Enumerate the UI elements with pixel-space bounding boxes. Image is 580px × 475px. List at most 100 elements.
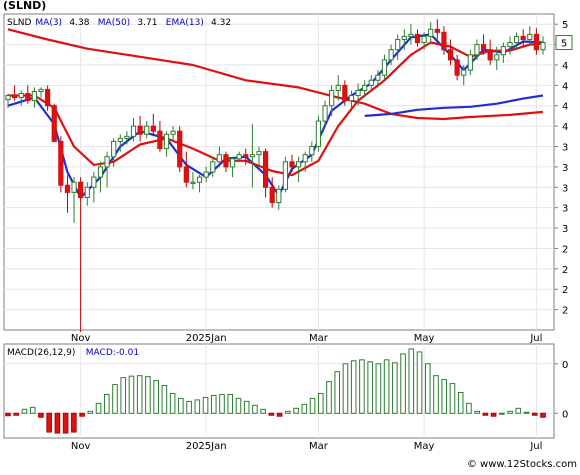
macd-bar — [268, 412, 275, 416]
macd-bar — [260, 408, 266, 414]
macd-bar — [169, 392, 176, 414]
price-candle-body — [381, 59, 388, 76]
price-candle-body — [104, 156, 110, 168]
price-candle-body — [196, 176, 203, 183]
macd-bar — [178, 397, 184, 414]
macd-bar — [112, 384, 118, 414]
macd-bar — [145, 376, 151, 414]
price-y-tick-label: 2 — [562, 285, 568, 296]
price-candle-body — [289, 161, 295, 168]
ticker-title: (SLND) — [3, 0, 46, 12]
price-candle-body — [38, 88, 44, 92]
macd-bar — [326, 381, 332, 414]
macd-bar — [499, 412, 505, 415]
price-legend-entry: EMA(13) — [166, 18, 204, 28]
price-candle-body — [137, 125, 143, 135]
price-legend-entry: MA(50) — [98, 18, 130, 28]
macd-x-tick-label: 2025Jan — [186, 441, 227, 452]
macd-bar — [416, 351, 423, 414]
watermark: © www.12Stocks.com — [467, 459, 577, 470]
price-x-tick-label: Mar — [309, 333, 329, 344]
price-candle-body — [25, 93, 31, 102]
price-candle-body — [513, 35, 520, 44]
price-candle-body — [18, 93, 24, 99]
price-candle-body — [262, 151, 269, 188]
price-candle-body — [256, 151, 262, 156]
price-candle-body — [467, 54, 473, 71]
macd-bar — [243, 400, 250, 414]
macd-bar — [474, 410, 480, 414]
macd-bar — [103, 393, 110, 414]
price-candle-body — [480, 44, 487, 51]
macd-bar — [367, 361, 373, 414]
price-candle-body — [447, 49, 454, 61]
price-candle-body — [190, 181, 196, 184]
macd-bar — [383, 359, 390, 414]
macd-legend: MACD(26,12,9) MACD:-0.01 — [7, 348, 139, 358]
macd-bar — [466, 402, 472, 414]
price-x-tick-label: May — [414, 333, 435, 344]
price-y-tick-label: 5 — [562, 20, 568, 31]
price-candle-body — [388, 49, 394, 61]
macd-bar — [186, 400, 192, 414]
price-candle-body — [117, 137, 123, 142]
price-candle-body — [12, 95, 18, 99]
macd-bar — [531, 412, 538, 416]
macd-bar — [21, 408, 28, 414]
price-candle-body — [170, 130, 176, 135]
price-candle-body — [236, 154, 242, 160]
price-candle-body — [269, 186, 275, 204]
macd-x-tick-label: May — [414, 441, 435, 452]
price-candle-body — [441, 31, 447, 51]
price-y-tick-label: 4 — [562, 102, 568, 113]
macd-bar — [120, 377, 127, 414]
price-legend-entry: 4.32 — [211, 18, 231, 28]
macd-bar — [29, 406, 36, 414]
macd-bar — [71, 412, 77, 433]
price-candle-body — [223, 154, 229, 168]
macd-bar — [227, 393, 234, 414]
macd-bar — [342, 363, 349, 414]
last-price-box — [555, 35, 573, 51]
macd-legend-entry: MACD:-0.01 — [86, 348, 139, 358]
price-y-tick-label: 4 — [562, 122, 568, 133]
price-y-tick-label: 3 — [562, 163, 568, 174]
price-candle-body — [71, 181, 77, 193]
price-candle-body — [177, 130, 183, 168]
price-candle-body — [210, 161, 216, 173]
macd-bar — [235, 397, 242, 414]
price-candle-body — [368, 79, 374, 86]
price-candle-body — [157, 130, 163, 150]
price-candle-body — [401, 35, 407, 40]
price-legend-entry: 4.38 — [69, 18, 89, 28]
macd-bar — [38, 412, 44, 418]
price-candle-body — [64, 184, 71, 193]
price-candle-body — [395, 38, 401, 51]
price-candle-body — [163, 133, 170, 150]
price-candle-body — [375, 74, 381, 81]
macd-bar — [515, 407, 522, 414]
price-candle-body — [183, 166, 189, 183]
price-y-tick-label: 3 — [562, 183, 568, 194]
price-candle-body — [322, 105, 328, 122]
macd-y-tick-label: 0 — [562, 360, 568, 371]
price-candle-body — [216, 154, 222, 163]
price-candle-body — [414, 33, 421, 44]
price-candle-body — [421, 35, 427, 44]
macd-bar — [252, 404, 258, 414]
price-candle-body — [342, 84, 348, 102]
macd-bar — [202, 396, 209, 414]
macd-bar — [359, 359, 365, 414]
macd-x-axis: Nov2025JanMarMayJulSep — [71, 441, 543, 452]
price-candle-body — [97, 166, 104, 178]
macd-bar — [79, 412, 85, 417]
price-candle-body — [315, 120, 322, 148]
macd-bar — [400, 353, 406, 414]
price-y-tick-label: 2 — [562, 244, 568, 255]
macd-bar — [87, 410, 94, 414]
price-candle-body — [31, 90, 38, 102]
macd-bar — [62, 412, 69, 434]
price-candle-body — [203, 171, 209, 178]
price-y-tick-label: 3 — [562, 204, 568, 215]
macd-bar — [161, 385, 168, 414]
